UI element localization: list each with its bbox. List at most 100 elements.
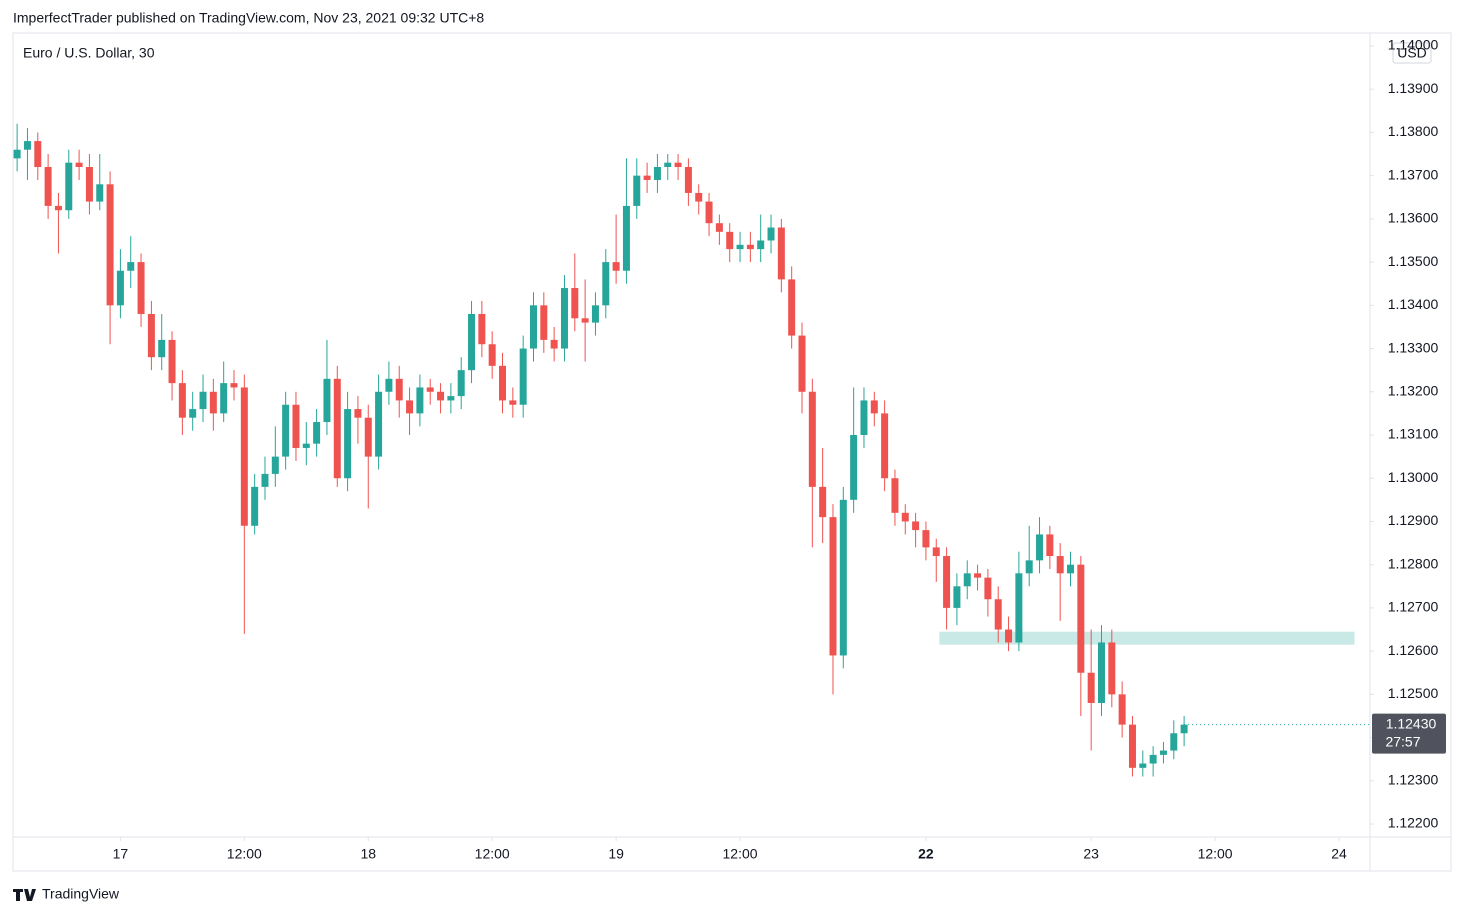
last-price-box	[1372, 713, 1446, 754]
y-tick-label: 1.13200	[1388, 382, 1439, 398]
support-zone	[939, 631, 1355, 645]
candle-body	[591, 305, 599, 323]
candle-body	[994, 599, 1002, 630]
candle-body	[189, 409, 197, 418]
candle-body	[385, 378, 393, 392]
candle-body	[540, 305, 548, 340]
candle-body	[674, 162, 682, 167]
candle-body	[137, 262, 145, 314]
plot	[13, 123, 1370, 777]
candle-body	[127, 262, 135, 271]
x-tick-label: 17	[113, 846, 129, 862]
candle-body	[209, 391, 217, 414]
candle-body	[178, 383, 186, 418]
candle-body	[106, 184, 114, 306]
candle-body	[1025, 560, 1033, 574]
candle-body	[746, 244, 754, 250]
candle-body	[1056, 556, 1064, 574]
candle-body	[829, 517, 837, 656]
candle-body	[622, 205, 630, 271]
y-tick-label: 1.13800	[1388, 123, 1439, 139]
candle-body	[468, 313, 476, 371]
candle-body	[757, 240, 765, 250]
candle-body	[1046, 534, 1054, 557]
candle-body	[13, 149, 21, 159]
y-tick-label: 1.14000	[1388, 37, 1439, 53]
candle-body	[220, 383, 228, 414]
candle-body	[612, 262, 620, 271]
candle-body	[581, 318, 589, 323]
candle-body	[426, 387, 434, 392]
candle-body	[1067, 564, 1075, 574]
candle-body	[344, 409, 352, 479]
y-tick-label: 1.13900	[1388, 80, 1439, 96]
y-tick-label: 1.13300	[1388, 339, 1439, 355]
candle-body	[447, 396, 455, 401]
candle-body	[684, 167, 692, 193]
candle-body	[891, 478, 899, 513]
candle-body	[333, 378, 341, 479]
symbol-title: Euro / U.S. Dollar, 30	[23, 45, 155, 61]
y-tick-label: 1.13700	[1388, 166, 1439, 182]
chart-frame	[12, 32, 1452, 872]
x-tick-label: 23	[1083, 846, 1099, 862]
y-tick-label: 1.12900	[1388, 512, 1439, 528]
candle-body	[912, 521, 920, 531]
candle-body	[147, 313, 155, 358]
brand-logo	[13, 889, 36, 901]
y-tick-label: 1.13100	[1388, 426, 1439, 442]
candle-body	[571, 288, 579, 319]
candle-body	[1005, 629, 1013, 643]
candle-body	[168, 339, 176, 384]
last-price-label: 1.12430	[1386, 715, 1437, 731]
candle-body	[1077, 564, 1085, 673]
y-tick-label: 1.12800	[1388, 555, 1439, 571]
candle-body	[1118, 694, 1126, 725]
candle-body	[788, 279, 796, 336]
candle-body	[777, 227, 785, 280]
candle-body	[1097, 642, 1105, 703]
candle-body	[116, 270, 124, 306]
candle-body	[519, 348, 527, 405]
candle-body	[251, 486, 259, 526]
candle-body	[1015, 573, 1023, 643]
countdown: 27:57	[1385, 733, 1420, 749]
candle-body	[643, 175, 651, 180]
candle-body	[1036, 534, 1044, 561]
candle-body	[715, 223, 723, 232]
candle-body	[881, 413, 889, 479]
candle-body	[870, 400, 878, 414]
candle-body	[560, 288, 568, 349]
candle-body	[633, 175, 641, 206]
candle-body	[75, 162, 83, 167]
candle-body	[375, 391, 383, 457]
x-tick-label: 12:00	[1198, 846, 1233, 862]
candle-body	[726, 231, 734, 250]
candle-body	[302, 443, 310, 448]
candle-body	[798, 335, 806, 392]
y-tick-label: 1.12700	[1388, 599, 1439, 615]
candle-body	[323, 378, 331, 423]
candle-body	[44, 167, 52, 206]
candle-body	[34, 141, 42, 167]
candle-body	[550, 339, 558, 349]
candle-body	[457, 370, 465, 397]
y-tick-label: 1.12500	[1388, 685, 1439, 701]
candle-body	[1139, 763, 1147, 768]
candle-body	[664, 162, 672, 167]
candle-body	[1149, 754, 1157, 764]
candle-body	[602, 262, 610, 306]
y-tick-label: 1.12600	[1388, 642, 1439, 658]
candle-body	[932, 547, 940, 557]
candle-body	[23, 141, 31, 150]
candle-body	[240, 387, 248, 526]
x-tick-label: 12:00	[227, 846, 262, 862]
x-tick-label: 19	[608, 846, 624, 862]
candle-body	[488, 344, 496, 366]
candle-body	[1108, 642, 1116, 695]
candle-body	[282, 404, 290, 457]
candle-body	[953, 586, 961, 608]
currency: USD	[1397, 45, 1427, 61]
